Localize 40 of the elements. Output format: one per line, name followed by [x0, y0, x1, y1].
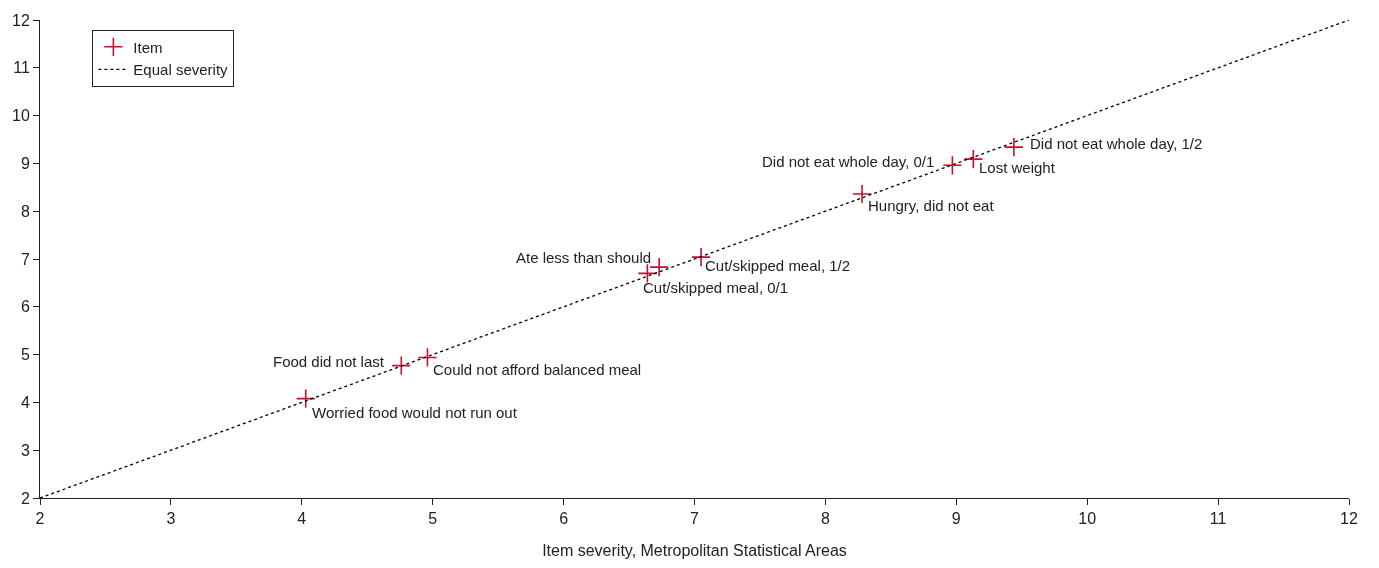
- x-axis-title: Item severity, Metropolitan Statistical Areas: [542, 541, 847, 559]
- x-tick-label: 10: [1078, 510, 1097, 528]
- y-tick-label: 7: [20, 250, 30, 268]
- y-tick-label: 10: [12, 107, 30, 125]
- x-tick-label: 2: [35, 510, 45, 528]
- annotation: Cut/skipped meal, 1/2: [705, 257, 851, 274]
- annotation: Ate less than should: [516, 249, 652, 266]
- y-tick-label: 11: [13, 59, 30, 77]
- annotation: Worried food would not run out: [312, 404, 518, 421]
- x-tick-label: 8: [820, 510, 830, 528]
- annotation: Lost weight: [979, 159, 1056, 176]
- y-tick-label: 9: [20, 155, 30, 172]
- point: [942, 155, 963, 176]
- y-tick-label: 6: [20, 298, 30, 316]
- annotation: Did not eat whole day, 1/2: [1030, 135, 1203, 152]
- y-tick-label: 8: [20, 202, 30, 220]
- y-tick-label: 5: [20, 346, 30, 364]
- annotation: Food did not last: [273, 353, 385, 370]
- y-tick-label: 3: [20, 441, 30, 459]
- x-tick-label: 4: [297, 510, 307, 528]
- x-tick-label: 7: [690, 510, 700, 528]
- annotation: Could not afford balanced meal: [433, 361, 642, 378]
- x-tick-label: 11: [1209, 510, 1227, 528]
- x-tick-label: 3: [166, 510, 176, 528]
- point: [391, 355, 412, 376]
- point: [1004, 137, 1024, 158]
- y-tick-label: 4: [20, 394, 30, 411]
- legend-label: Item: [133, 38, 163, 56]
- annotation: Did not eat whole day, 0/1: [762, 153, 935, 170]
- annotation: Cut/skipped meal, 0/1: [643, 279, 789, 296]
- x-tick-label: 6: [559, 510, 569, 528]
- annotation: Hungry, did not eat: [868, 197, 995, 214]
- y-tick-label: 12: [12, 11, 30, 29]
- x-tick-label: 12: [1340, 510, 1358, 528]
- x-tick-label: 5: [428, 510, 438, 528]
- legend-label: Equal severity: [133, 61, 229, 79]
- point: [295, 388, 316, 409]
- y-tick-label: 2: [20, 489, 30, 507]
- point: [649, 257, 670, 278]
- x-tick-label: 9: [951, 510, 961, 528]
